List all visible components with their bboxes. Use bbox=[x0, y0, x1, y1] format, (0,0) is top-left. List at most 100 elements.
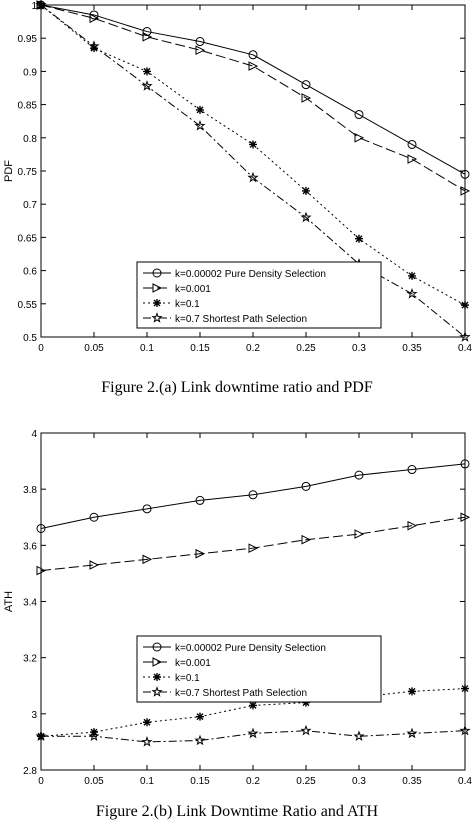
data-point bbox=[195, 548, 206, 559]
legend-marker bbox=[152, 283, 163, 293]
legend-marker bbox=[153, 299, 161, 307]
y-tick-label: 3.2 bbox=[23, 654, 37, 665]
data-point bbox=[142, 554, 153, 565]
legend-marker bbox=[153, 673, 161, 681]
data-point bbox=[300, 724, 312, 736]
series-2 bbox=[36, 0, 471, 196]
series-4 bbox=[35, 724, 471, 747]
data-point bbox=[301, 534, 312, 545]
data-point bbox=[88, 730, 100, 742]
x-tick-label: 0.15 bbox=[190, 776, 210, 787]
data-point bbox=[301, 93, 312, 103]
legend-marker bbox=[151, 686, 163, 697]
data-point bbox=[301, 80, 311, 90]
y-tick-label: 3.4 bbox=[23, 598, 37, 609]
legend-label: k=0.00002 Pure Density Selection bbox=[175, 269, 326, 280]
y-axis-label: PDF bbox=[3, 160, 15, 182]
data-point bbox=[35, 0, 47, 10]
legend-label: k=0.7 Shortest Path Selection bbox=[175, 688, 307, 699]
x-tick-label: 0.25 bbox=[296, 343, 316, 354]
x-tick-label: 0.25 bbox=[296, 776, 316, 787]
data-point bbox=[461, 301, 469, 310]
data-point bbox=[88, 40, 100, 51]
data-point bbox=[194, 734, 206, 746]
y-tick-label: 3.8 bbox=[23, 485, 37, 496]
data-point bbox=[89, 512, 99, 522]
legend-marker bbox=[152, 657, 163, 667]
y-tick-label: 0.8 bbox=[23, 134, 37, 145]
x-tick-label: 0.35 bbox=[402, 343, 422, 354]
data-point bbox=[248, 50, 258, 60]
y-tick-label: 3 bbox=[31, 710, 37, 721]
x-tick-label: 0.05 bbox=[84, 776, 104, 787]
data-point bbox=[142, 32, 153, 42]
figure-caption-a: Figure 2.(a) Link downtime ratio and PDF bbox=[101, 379, 373, 396]
legend-label: k=0.00002 Pure Density Selection bbox=[175, 643, 326, 654]
data-point bbox=[461, 684, 469, 693]
pdf-chart: 0 0.05 0.1 0.15 0.2 0.25 0.3 0.35 0.4 0.5 0.55 0.6 0… bbox=[3, 0, 472, 354]
data-point bbox=[249, 140, 257, 149]
series-line bbox=[40, 4, 466, 306]
data-point bbox=[302, 186, 310, 195]
data-point bbox=[459, 724, 471, 736]
data-point bbox=[300, 211, 312, 223]
data-point bbox=[142, 27, 152, 37]
data-point bbox=[354, 470, 364, 480]
data-point bbox=[354, 132, 365, 143]
series-line bbox=[40, 688, 466, 737]
legend-label: k=0.7 Shortest Path Selection bbox=[175, 314, 307, 325]
y-tick-label: 0.65 bbox=[18, 233, 38, 244]
y-tick-label: 0.5 bbox=[23, 333, 37, 344]
x-tick-label: 0.2 bbox=[246, 343, 260, 354]
y-tick-label: 1 bbox=[31, 1, 37, 12]
series-line bbox=[40, 463, 466, 529]
x-tick-label: 0 bbox=[38, 343, 44, 354]
data-point bbox=[355, 234, 363, 243]
y-tick-label: 0.9 bbox=[23, 67, 37, 78]
y-tick-label: 0.75 bbox=[18, 167, 38, 178]
legend-label: k=0.1 bbox=[175, 299, 200, 310]
data-point bbox=[248, 543, 259, 553]
series-line bbox=[41, 730, 466, 743]
data-point bbox=[248, 490, 258, 500]
series-line bbox=[40, 4, 466, 192]
data-point bbox=[460, 512, 471, 523]
y-tick-label: 0.6 bbox=[23, 267, 37, 278]
data-point bbox=[460, 169, 470, 179]
data-point bbox=[406, 727, 418, 739]
data-point bbox=[353, 730, 365, 742]
data-point bbox=[89, 13, 100, 24]
series-line bbox=[40, 516, 466, 572]
x-tick-label: 0.4 bbox=[458, 776, 472, 787]
series-line bbox=[40, 4, 466, 338]
y-tick-label: 0.7 bbox=[23, 200, 37, 211]
ath-chart: 0 0.05 0.1 0.15 0.2 0.25 0.3 0.35 0.4 2.8 3 3.2 3.4 3… bbox=[3, 429, 472, 787]
legend-label: k=0.001 bbox=[175, 658, 211, 669]
data-point bbox=[407, 154, 418, 164]
data-point bbox=[141, 80, 153, 91]
data-point bbox=[195, 45, 206, 55]
data-point bbox=[302, 698, 310, 707]
y-tick-label: 4 bbox=[31, 429, 37, 440]
x-tick-label: 0.1 bbox=[140, 776, 154, 787]
x-tick-label: 0.35 bbox=[402, 776, 422, 787]
legend-label: k=0.1 bbox=[175, 673, 200, 684]
data-point bbox=[196, 712, 204, 721]
data-point bbox=[460, 186, 471, 196]
plot-frame bbox=[40, 432, 466, 771]
data-point bbox=[301, 481, 311, 491]
legend: k=0.00002 Pure Density Selection k=0.001 k… bbox=[136, 261, 382, 329]
legend-box bbox=[136, 261, 382, 329]
data-point bbox=[408, 271, 416, 280]
figure-caption-b: Figure 2.(b) Link Downtime Ratio and ATH bbox=[95, 803, 379, 820]
data-point bbox=[195, 495, 205, 505]
x-tick-label: 0.1 bbox=[140, 343, 154, 354]
data-point bbox=[407, 465, 417, 475]
y-tick-label: 3.6 bbox=[23, 541, 37, 552]
data-point bbox=[141, 736, 153, 747]
data-point bbox=[194, 119, 206, 131]
data-point bbox=[249, 701, 257, 710]
legend-label: k=0.001 bbox=[175, 284, 211, 295]
legend: k=0.00002 Pure Density Selection k=0.001 k… bbox=[136, 635, 382, 703]
data-point bbox=[143, 67, 151, 76]
